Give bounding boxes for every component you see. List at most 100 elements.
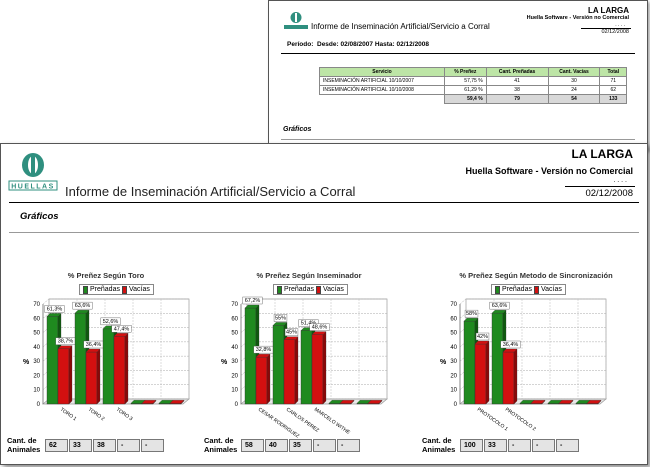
bar-prenadas <box>272 325 285 405</box>
data-label: 61,3% <box>47 306 63 312</box>
data-label-box <box>273 314 288 322</box>
data-label: 55% <box>275 315 286 321</box>
table-header-row: Servicio % Preñez Cant. Preñadas Cant. V… <box>319 67 627 77</box>
y-tick-label: 30 <box>450 359 457 365</box>
data-label: 58% <box>466 311 477 317</box>
bar-vacias <box>57 348 70 405</box>
count-cell: - <box>141 439 164 452</box>
bar-top <box>244 304 260 309</box>
legend-label: Preñadas <box>502 286 532 293</box>
service-table: Servicio % Preñez Cant. Preñadas Cant. V… <box>319 67 627 104</box>
bar-vacias <box>283 339 296 405</box>
count-cell: 33 <box>484 439 507 452</box>
bar-top <box>113 333 129 337</box>
section-rule <box>9 232 639 233</box>
data-label-box <box>111 325 132 333</box>
chart-title: % Preñez Según Toro <box>67 271 145 280</box>
cant-animales-label: Cant. de Animales <box>7 436 41 454</box>
count-cell: 58 <box>241 439 264 452</box>
huella-logo-icon: HUELLAS <box>8 153 58 191</box>
legend-swatch-vacias <box>315 285 321 294</box>
chart-legend: Preñadas Vacías <box>491 284 566 295</box>
data-label: 63,6% <box>75 303 91 309</box>
bar-top <box>367 400 383 404</box>
y-tick-label: 50 <box>450 331 457 337</box>
data-label-box <box>242 296 263 305</box>
table-cell: 57,75 % <box>444 76 487 86</box>
legend-swatch-prenadas <box>83 285 88 294</box>
report-date: 02/12/2008 <box>585 188 633 199</box>
data-label-box <box>284 328 299 336</box>
section-rule <box>281 139 635 140</box>
count-cell: - <box>313 439 336 452</box>
x-tick-label: TORO 2 <box>87 407 106 423</box>
bar-vacias <box>474 343 487 405</box>
count-cell: 33 <box>69 439 92 452</box>
count-cell: - <box>337 439 360 452</box>
date-rule <box>565 186 635 187</box>
data-label: 38,7% <box>58 339 74 345</box>
bar-top <box>74 309 90 314</box>
bar-top <box>272 322 288 326</box>
bar-side <box>266 353 271 405</box>
gridline <box>42 298 50 305</box>
bar-vacias <box>255 356 268 405</box>
data-label: 48,6% <box>312 325 328 331</box>
y-tick-label: 60 <box>33 316 40 322</box>
y-axis-label: % <box>221 359 228 366</box>
table-cell: 71 <box>599 76 627 86</box>
data-label-box <box>298 319 319 327</box>
table-cell: 59,4 % <box>444 94 487 104</box>
graficos-heading: Gráficos <box>283 126 312 133</box>
bar-side <box>68 345 73 405</box>
y-tick-label: 0 <box>235 402 239 408</box>
table-cell: 24 <box>547 85 601 95</box>
table-cell: 61,29 % <box>444 85 487 95</box>
y-tick-label: 0 <box>454 402 458 408</box>
bar-top <box>85 348 101 353</box>
counts-row: 100 33 - - - <box>460 439 580 452</box>
gridline <box>459 298 467 305</box>
table-header: Cant. Vacías <box>547 67 601 77</box>
y-axis-label: % <box>440 359 447 366</box>
data-label: 63,6% <box>492 303 508 309</box>
header-rule <box>9 202 639 203</box>
legend-label: Vacías <box>322 286 344 293</box>
bar-side <box>124 332 129 405</box>
table-cell: 62 <box>599 85 627 95</box>
chart-title: % Preñez Según Inseminador <box>256 271 362 280</box>
report-date: 02/12/2008 <box>601 29 629 35</box>
table-total-row: 59,4 % 79 54 133 <box>319 94 627 104</box>
table-header: Total <box>599 67 627 77</box>
y-tick-label: 60 <box>231 316 238 322</box>
company-name: LA LARGA <box>587 6 629 15</box>
x-tick-label: TORO 1 <box>59 407 78 423</box>
y-tick-label: 60 <box>450 316 457 322</box>
huella-logo-icon <box>284 12 308 29</box>
date-rule <box>581 28 631 29</box>
y-tick-label: 20 <box>231 373 238 379</box>
periodo-value: Desde: 02/08/2007 Hasta: 02/12/2008 <box>317 41 430 48</box>
legend-label: Preñadas <box>284 286 314 293</box>
bar-side <box>322 331 327 405</box>
dots: . . . . <box>613 177 627 184</box>
y-tick-label: 10 <box>231 388 238 394</box>
gridline <box>42 313 50 319</box>
table-cell: INSEMINACIÓN ARTIFICIAL 10/10/2008 <box>319 85 445 95</box>
legend-swatch-vacias <box>533 285 539 294</box>
bar-top <box>339 400 355 404</box>
data-label-box <box>489 301 510 310</box>
data-label-box <box>309 323 330 331</box>
y-tick-label: 70 <box>231 302 238 308</box>
x-tick-label: MARCELO WITHE <box>313 407 352 437</box>
legend-label: Vacías <box>128 286 150 293</box>
data-label: 67,2% <box>245 298 261 304</box>
count-cell: 35 <box>289 439 312 452</box>
data-label: 36,4% <box>86 342 102 348</box>
bar-prenadas <box>46 316 59 405</box>
y-tick-label: 70 <box>33 302 40 308</box>
data-label-box <box>464 309 479 318</box>
chart-legend: Preñadas Vacías <box>79 284 154 295</box>
y-tick-label: 70 <box>450 302 457 308</box>
